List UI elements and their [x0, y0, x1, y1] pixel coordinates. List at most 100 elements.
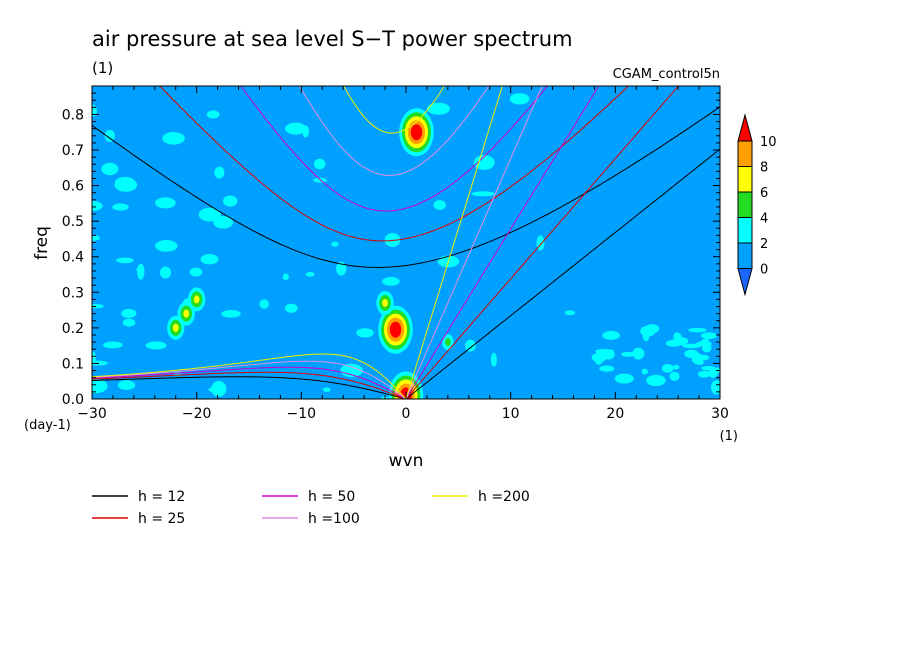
noise-patch	[703, 338, 710, 347]
x-tick-label: 20	[606, 406, 624, 422]
noise-patch	[103, 341, 123, 349]
noise-patch	[621, 351, 635, 357]
colorbar-swatch	[737, 217, 753, 244]
colorbar-min-arrow	[737, 268, 753, 297]
y-unit-label: (day-1)	[24, 418, 71, 433]
colorbar-swatch	[737, 191, 753, 218]
noise-patch	[607, 332, 617, 340]
noise-patch	[189, 267, 203, 277]
y-tick-label: 0.6	[62, 179, 84, 195]
noise-patch	[259, 299, 270, 309]
noise-patch	[641, 326, 651, 331]
noise-patch	[92, 360, 108, 366]
y-tick-label: 0.0	[62, 392, 84, 408]
noise-patch	[112, 203, 129, 211]
gravity-wave-curve	[159, 86, 630, 242]
noise-patch	[200, 254, 219, 265]
colorbar-label: 0	[760, 263, 768, 278]
noise-patch	[92, 200, 103, 211]
peak-contour	[392, 325, 399, 334]
colorbar-label: 2	[760, 237, 768, 252]
x-axis-label: wvn	[389, 451, 424, 471]
noise-patch	[710, 380, 720, 395]
field-layer	[92, 93, 720, 399]
noise-patch	[282, 273, 289, 281]
dispersion-curves	[92, 86, 720, 399]
noise-patch	[356, 328, 374, 338]
legend: h = 12 h = 25 h = 50 h =100 h =200	[92, 489, 530, 527]
noise-patch	[641, 368, 648, 375]
noise-patch	[155, 197, 176, 209]
kelvin-wave-curve	[405, 86, 600, 399]
colorbar-label: 10	[760, 135, 777, 150]
noise-patch	[644, 324, 660, 334]
gravity-wave-curve	[298, 86, 490, 176]
noise-patch	[305, 272, 315, 277]
run-label: CGAM_control5n	[613, 67, 720, 82]
rossby-wave-curve	[92, 353, 407, 399]
noise-patch	[614, 373, 634, 384]
gravity-wave-curve	[240, 86, 548, 212]
legend-label: h =200	[478, 489, 530, 505]
noise-patch	[92, 378, 108, 394]
x-tick-label: 30	[711, 406, 729, 422]
noise-patch	[331, 241, 339, 247]
y-tick-label: 0.5	[62, 214, 84, 230]
noise-patch	[116, 257, 134, 264]
noise-patch	[382, 276, 400, 286]
noise-patch	[669, 371, 680, 382]
y-axis-label: freq	[32, 226, 52, 260]
y-tick-label: 0.8	[62, 107, 84, 123]
gravity-wave-curve	[343, 86, 445, 134]
colorbar: 0 2 4 6 8 10	[737, 113, 777, 297]
y-tick-label: 0.4	[62, 250, 84, 266]
x-tick-label: −30	[77, 406, 107, 422]
noise-patch	[115, 176, 136, 189]
noise-patch	[471, 191, 495, 197]
kelvin-wave-curve	[405, 86, 543, 399]
peak-contour	[172, 323, 179, 332]
colorbar-max-arrow	[737, 113, 753, 142]
peak-contour	[183, 309, 190, 318]
x-unit-label: (1)	[720, 429, 738, 444]
noise-patch	[213, 216, 234, 229]
legend-label: h =100	[308, 511, 360, 527]
peak-contour	[193, 295, 200, 304]
chart-title: air pressure at sea level S−T power spec…	[92, 27, 573, 51]
noise-patch	[223, 195, 238, 207]
noise-patch	[160, 266, 172, 279]
noise-patch	[214, 166, 225, 179]
rossby-wave-curve	[92, 371, 407, 399]
noise-patch	[665, 339, 682, 347]
noise-patch	[599, 365, 615, 372]
noise-patch	[117, 380, 136, 390]
noise-patch	[688, 327, 707, 333]
x-tick-label: −10	[287, 406, 317, 422]
noise-patch	[646, 374, 666, 387]
peak-contour	[382, 298, 388, 307]
noise-patch	[509, 93, 530, 105]
noise-patch	[464, 339, 476, 352]
kelvin-wave-curve	[405, 86, 503, 399]
noise-patch	[322, 387, 331, 392]
noise-patch	[211, 381, 227, 397]
noise-patch	[198, 207, 221, 222]
kelvin-wave-curve	[405, 148, 720, 399]
noise-patch	[632, 347, 645, 360]
noise-patch	[698, 370, 711, 378]
y-tick-label: 0.3	[62, 285, 84, 301]
noise-patch	[162, 132, 185, 145]
peak-contour	[413, 128, 420, 137]
noise-patch	[136, 267, 143, 272]
y-tick-label: 0.2	[62, 321, 84, 337]
noise-patch	[101, 162, 119, 176]
noise-patch	[700, 332, 718, 339]
colorbar-swatch	[737, 242, 753, 269]
rossby-wave-curve	[92, 376, 407, 399]
noise-patch	[564, 310, 576, 316]
noise-patch	[433, 200, 446, 210]
peak-contour	[444, 338, 451, 347]
colorbar-swatch	[737, 166, 753, 193]
y-tick-label: 0.1	[62, 356, 84, 372]
legend-label: h = 12	[138, 489, 185, 505]
